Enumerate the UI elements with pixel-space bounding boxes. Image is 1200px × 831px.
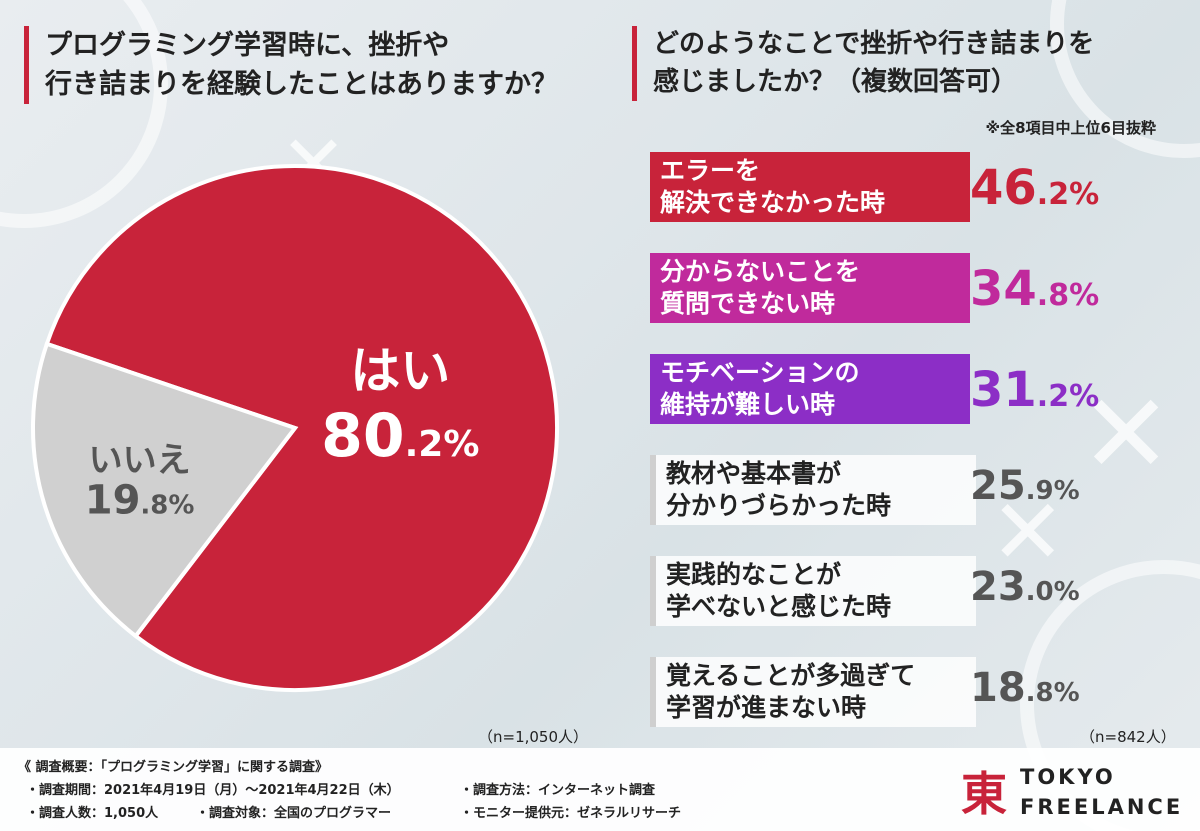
bar-value-decimal: .2% bbox=[1036, 177, 1100, 212]
survey-count: ・調査人数：1,050人 bbox=[26, 806, 159, 821]
pie-slice-0 bbox=[44, 164, 559, 692]
bar-label-line: 学習が進まない時 bbox=[666, 693, 867, 722]
survey-period: ・調査期間：2021年4月19日（月）～2021年4月22日（木） bbox=[26, 783, 400, 798]
right-question-line1: どのようなことで挫折や行き詰まりを bbox=[653, 29, 1095, 59]
bar-item: 実践的なことが 学べないと感じた時 23.0% bbox=[650, 550, 1170, 638]
bar-value: 31.2% bbox=[970, 362, 1099, 418]
pie-value-1: 19.8% bbox=[85, 477, 195, 523]
bar-value-integer: 46 bbox=[970, 160, 1037, 216]
bar-value: 34.8% bbox=[970, 261, 1099, 317]
right-question-line2: 感じましたか？（複数回答可） bbox=[653, 66, 1018, 97]
survey-method: ・調査方法：インターネット調査 bbox=[460, 783, 656, 798]
survey-summary: 《 調査概要：「プログラミング学習」に関する調査》 bbox=[18, 760, 329, 775]
bar-label-line: 分かりづらかった時 bbox=[666, 491, 892, 520]
logo-line2: FREELANCE bbox=[1020, 795, 1184, 819]
pie-slice-1 bbox=[31, 341, 299, 639]
bar-item: 覚えることが多過ぎて 学習が進まない時 18.8% bbox=[650, 651, 1170, 739]
pie-sample-size: （n=1,050人） bbox=[478, 728, 589, 746]
bar-label: 分からないことを 質問できない時 bbox=[650, 253, 970, 323]
bar-value-decimal: .8% bbox=[1025, 678, 1080, 708]
pie-label-1: いいえ bbox=[89, 440, 191, 480]
bar-value-integer: 23 bbox=[970, 564, 1026, 610]
survey-footer: 《 調査概要：「プログラミング学習」に関する調査》 ・調査期間：2021年4月1… bbox=[0, 748, 1200, 831]
bar-label-line: エラーを bbox=[660, 156, 761, 185]
bar-value-decimal: .0% bbox=[1025, 577, 1080, 607]
bar-label-line: モチベーションの bbox=[660, 358, 860, 387]
bar-label-line: 質問できない時 bbox=[660, 289, 836, 318]
bar-value-integer: 18 bbox=[970, 665, 1026, 711]
bar-value-integer: 34 bbox=[970, 261, 1037, 317]
left-question-line2: 行き詰まりを経験したことはありますか？ bbox=[45, 69, 558, 101]
decorative-cross-icon: ✕ bbox=[990, 480, 1066, 585]
decorative-cross-icon: ✕ bbox=[1080, 370, 1173, 498]
bar-value-decimal: .9% bbox=[1025, 476, 1080, 506]
bar-label-line: 解決できなかった時 bbox=[660, 188, 886, 217]
bar-value: 23.0% bbox=[970, 564, 1080, 610]
bar-item: モチベーションの 維持が難しい時 31.2% bbox=[650, 348, 1170, 436]
bar-label: モチベーションの 維持が難しい時 bbox=[650, 354, 970, 424]
logo-line1: TOKYO bbox=[1020, 765, 1116, 789]
bar-label-line: 実践的なことが bbox=[666, 560, 842, 589]
bar-item: 教材や基本書が 分かりづらかった時 25.9% bbox=[650, 449, 1170, 537]
bar-item: エラーを 解決できなかった時 46.2% bbox=[650, 146, 1170, 234]
tokyo-freelance-logo: 東 bbox=[960, 766, 1008, 822]
survey-provider: ・モニター提供元：ゼネラルリサーチ bbox=[460, 806, 682, 821]
pie-label-0: はい bbox=[350, 342, 450, 400]
survey-target: ・調査対象：全国のプログラマー bbox=[196, 806, 392, 821]
left-question-line1: プログラミング学習時に、挫折や bbox=[45, 30, 450, 61]
bar-label-line: 教材や基本書が bbox=[666, 459, 842, 488]
pie-value-0: 80.2% bbox=[321, 401, 479, 471]
bar-value: 18.8% bbox=[970, 665, 1080, 711]
bar-label-line: 覚えることが多過ぎて bbox=[666, 661, 916, 690]
bar-value-decimal: .8% bbox=[1036, 278, 1100, 313]
bar-label-line: 分からないことを bbox=[660, 257, 861, 286]
bar-value-integer: 25 bbox=[970, 463, 1026, 509]
bar-label-line: 学べないと感じた時 bbox=[666, 592, 892, 621]
bar-label-line: 維持が難しい時 bbox=[660, 390, 836, 419]
bar-value-integer: 31 bbox=[970, 362, 1037, 418]
logo-wordmark: TOKYO FREELANCE bbox=[1020, 762, 1183, 822]
bar-label: エラーを解決できなかった時 bbox=[650, 152, 970, 222]
bar-value: 46.2% bbox=[970, 160, 1099, 216]
right-question-title: どのようなことで挫折や行き詰まりを 感じましたか？（複数回答可） bbox=[632, 26, 1200, 102]
top-items-note: ※全8項目中上位6目抜粋 bbox=[985, 119, 1156, 137]
bar-sample-size: （n=842人） bbox=[1080, 728, 1176, 746]
bar-label: 実践的なことが学べないと感じた時 bbox=[650, 556, 976, 626]
bar-label: 覚えることが多過ぎて 学習が進まない時 bbox=[650, 657, 976, 727]
logo-mark: 東 bbox=[961, 767, 1007, 818]
bar-value: 25.9% bbox=[970, 463, 1080, 509]
left-question-title: プログラミング学習時に、挫折や 行き詰まりを経験したことはありますか？ bbox=[24, 26, 615, 105]
bar-label: 教材や基本書が分かりづらかった時 bbox=[650, 455, 976, 525]
bar-value-decimal: .2% bbox=[1036, 379, 1100, 414]
bar-item: 分からないことを 質問できない時 34.8% bbox=[650, 247, 1170, 335]
